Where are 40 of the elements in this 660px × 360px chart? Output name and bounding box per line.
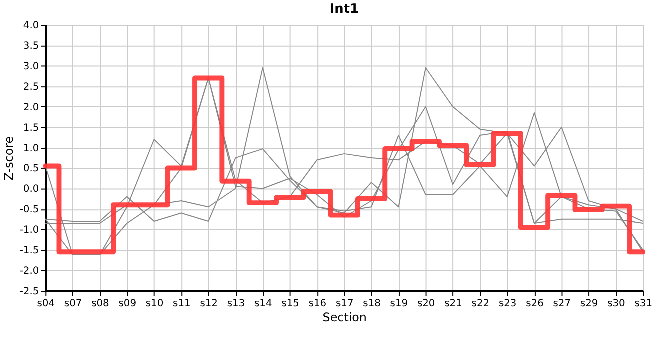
y-tick-label: 0.5 bbox=[23, 164, 40, 175]
y-tick-label: 3.0 bbox=[23, 61, 40, 72]
y-tick-label: -2.0 bbox=[20, 266, 40, 278]
y-tick-label: -1.5 bbox=[20, 246, 40, 257]
x-tick-label: s19 bbox=[390, 298, 408, 310]
y-tick-label: 4.0 bbox=[23, 20, 40, 32]
y-tick-label: -2.5 bbox=[20, 286, 40, 298]
x-tick-label: s08 bbox=[92, 298, 110, 310]
chart-title: Int1 bbox=[330, 2, 359, 18]
x-tick-label: s10 bbox=[146, 298, 164, 310]
x-tick-label: s13 bbox=[227, 298, 246, 310]
x-tick-label: s15 bbox=[282, 298, 300, 310]
y-tick-label: -1.0 bbox=[20, 225, 40, 236]
y-tick-label: 0.0 bbox=[23, 184, 40, 196]
x-tick-label: s14 bbox=[254, 298, 272, 310]
x-tick-label: s29 bbox=[580, 298, 598, 310]
x-tick-label: s31 bbox=[634, 298, 653, 310]
y-tick-label: -0.5 bbox=[20, 204, 40, 216]
x-tick-label: s30 bbox=[608, 298, 626, 310]
x-tick-label: s22 bbox=[472, 298, 490, 310]
x-tick-label: s21 bbox=[444, 298, 462, 310]
y-tick-label: 1.5 bbox=[23, 122, 40, 134]
x-tick-label: s20 bbox=[417, 298, 436, 310]
x-tick-label: s07 bbox=[64, 298, 82, 310]
x-tick-label: s12 bbox=[200, 298, 218, 310]
x-tick-label: s23 bbox=[498, 298, 517, 310]
x-tick-label: s18 bbox=[363, 298, 381, 310]
y-tick-label: 2.0 bbox=[23, 102, 40, 114]
x-tick-label: s26 bbox=[526, 298, 544, 310]
x-axis-title: Section bbox=[322, 310, 367, 324]
y-tick-label: 1.0 bbox=[23, 143, 40, 154]
y-tick-label: 3.5 bbox=[23, 40, 40, 52]
x-tick-label: s17 bbox=[336, 298, 354, 310]
x-tick-label: s16 bbox=[308, 298, 327, 310]
x-tick-label: s09 bbox=[118, 298, 137, 310]
x-tick-label: s27 bbox=[553, 298, 572, 310]
x-tick-label: s11 bbox=[173, 298, 191, 310]
x-tick-label: s04 bbox=[37, 298, 56, 310]
y-axis-title: Z-score bbox=[2, 136, 16, 181]
y-tick-label: 2.5 bbox=[23, 82, 40, 93]
